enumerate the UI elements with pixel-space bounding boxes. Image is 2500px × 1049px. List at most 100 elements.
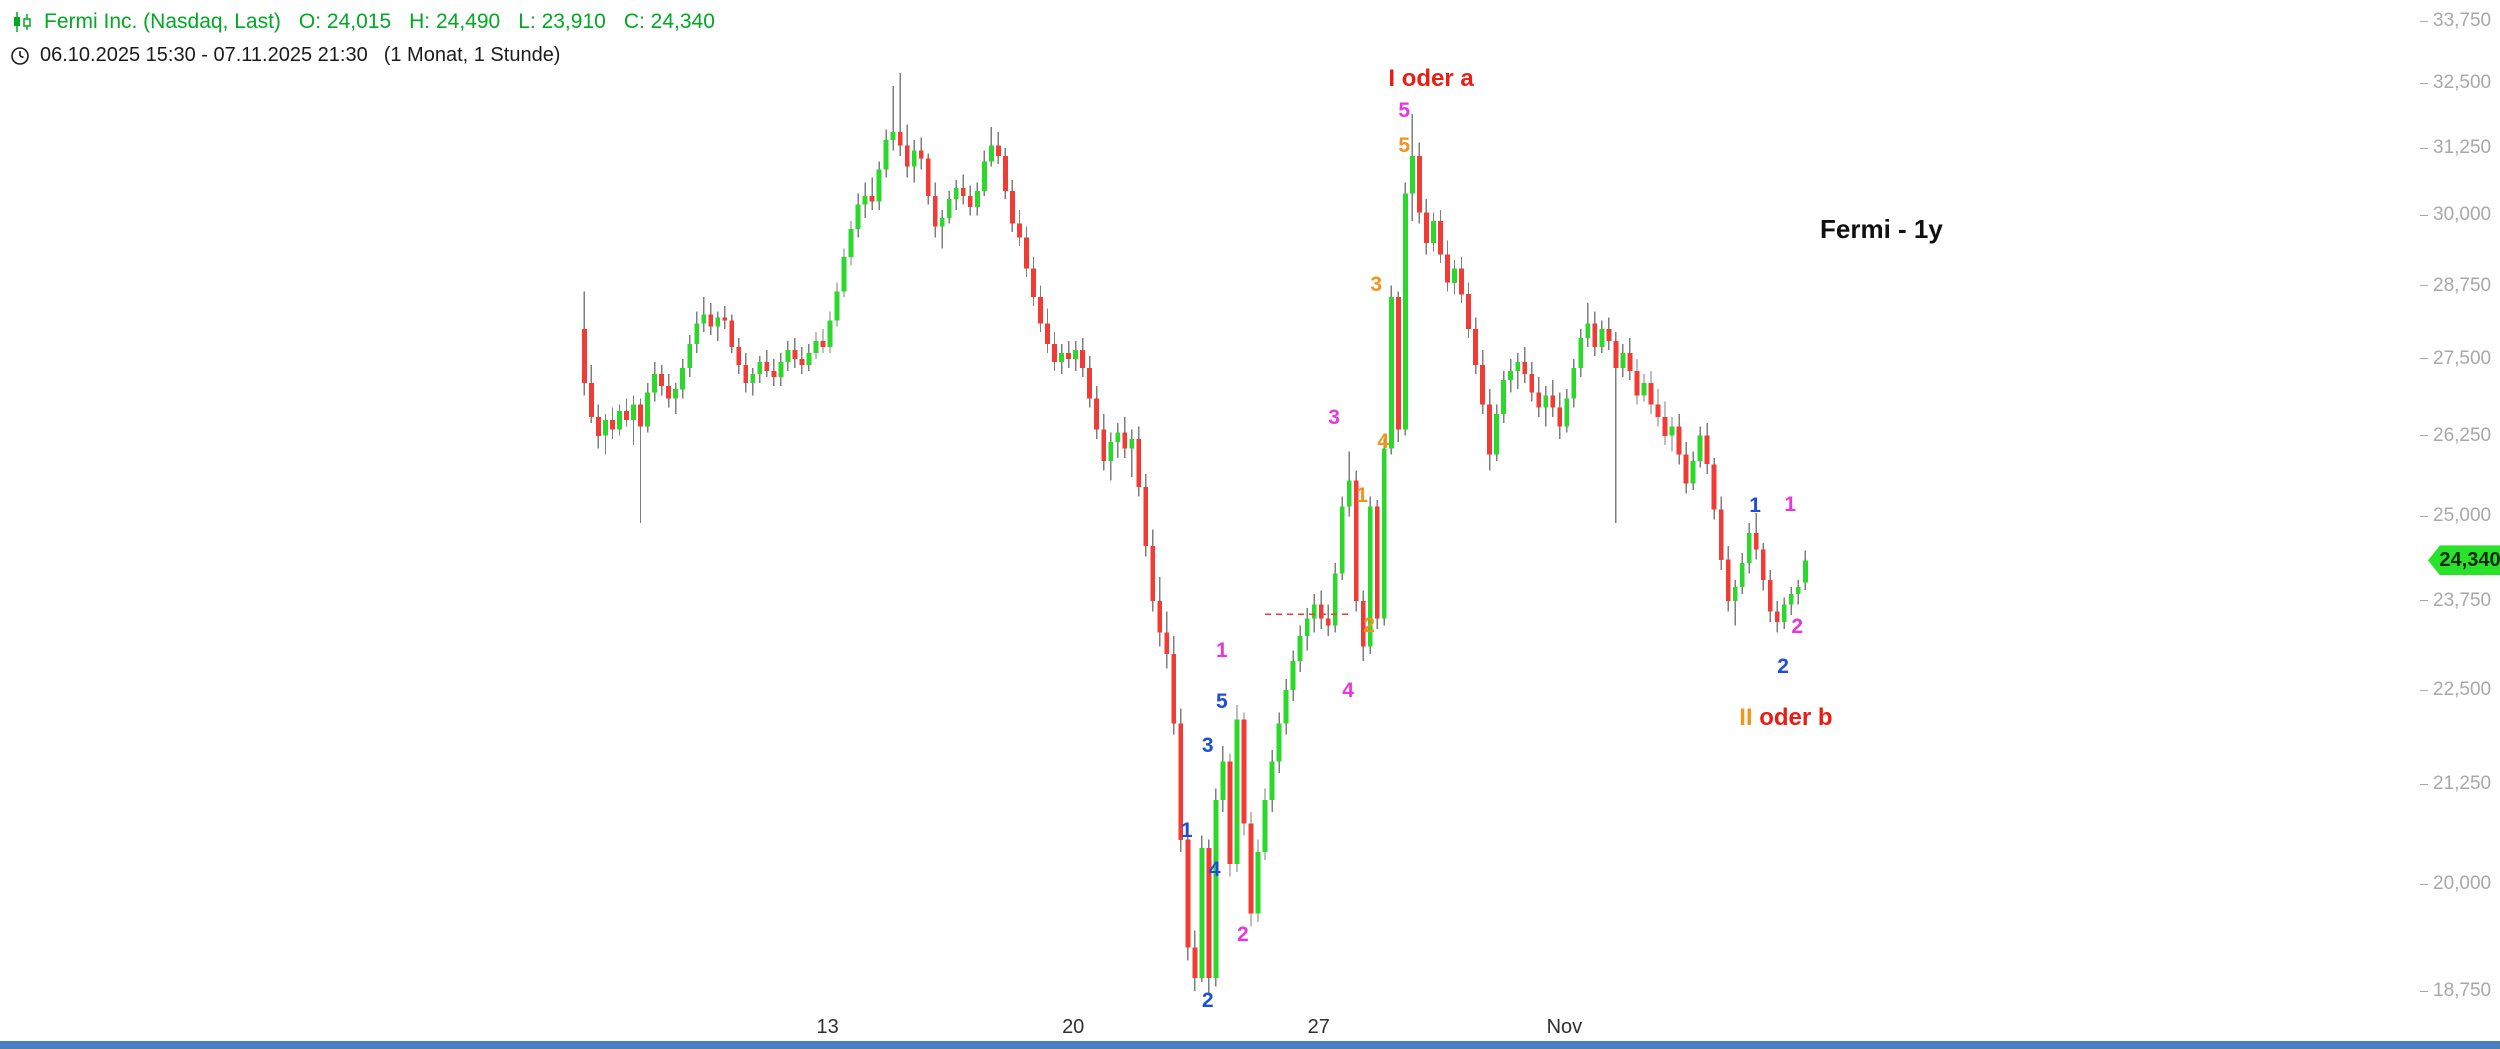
candle bbox=[1739, 553, 1745, 594]
candle-body bbox=[1739, 563, 1745, 587]
candle-body bbox=[1803, 560, 1808, 583]
candle bbox=[1157, 576, 1163, 647]
candle-body bbox=[624, 410, 629, 421]
candle bbox=[1767, 569, 1773, 622]
candle bbox=[1410, 114, 1415, 221]
candle bbox=[883, 129, 889, 178]
price-tick-label: 27,500 bbox=[2433, 347, 2492, 369]
candle-body bbox=[869, 196, 875, 202]
candle-body bbox=[1304, 618, 1310, 636]
candle bbox=[820, 329, 826, 353]
candle bbox=[1192, 930, 1198, 991]
candle bbox=[1620, 344, 1626, 378]
candle bbox=[1795, 580, 1801, 605]
candle bbox=[687, 335, 693, 378]
candle-body bbox=[996, 145, 1001, 156]
candle-body bbox=[1080, 350, 1085, 368]
candle bbox=[1564, 389, 1570, 433]
candle bbox=[1024, 226, 1029, 277]
candle bbox=[764, 350, 770, 378]
candle-body bbox=[1438, 220, 1443, 255]
candle-body bbox=[1297, 636, 1303, 661]
candle-body bbox=[1031, 268, 1036, 298]
candle-body bbox=[897, 132, 903, 146]
candle bbox=[1585, 302, 1591, 347]
candle bbox=[1220, 746, 1226, 812]
candle bbox=[1704, 423, 1710, 474]
candle-body bbox=[1403, 193, 1408, 430]
candle bbox=[1445, 240, 1450, 292]
candle bbox=[890, 85, 896, 151]
candle bbox=[1501, 371, 1506, 424]
price-tick-label: 30,000 bbox=[2433, 204, 2492, 226]
candle bbox=[1143, 473, 1149, 557]
candle-body bbox=[1606, 329, 1612, 341]
price-tick: 20,000 bbox=[2420, 873, 2491, 895]
candle-body bbox=[610, 420, 615, 430]
candle-body bbox=[1325, 618, 1331, 626]
candle-body bbox=[596, 417, 601, 436]
candle-body bbox=[1087, 368, 1092, 399]
tick-mark bbox=[2420, 435, 2428, 437]
candle-body bbox=[1669, 426, 1675, 436]
candle-body bbox=[1592, 323, 1598, 347]
candle-body bbox=[1732, 587, 1738, 601]
candle bbox=[743, 353, 749, 393]
candle-body bbox=[1445, 254, 1450, 283]
candle-body bbox=[1599, 329, 1605, 347]
candle bbox=[1753, 513, 1759, 560]
candle-body bbox=[1774, 611, 1780, 622]
candle-body bbox=[1564, 398, 1570, 427]
candle-body bbox=[757, 362, 763, 375]
candlestick-icon bbox=[10, 10, 34, 34]
candle-body bbox=[1494, 413, 1499, 455]
scrollbar-thumb[interactable] bbox=[0, 1041, 2500, 1049]
candle-body bbox=[603, 420, 608, 436]
price-tick-label: 18,750 bbox=[2433, 980, 2492, 1001]
candle bbox=[1557, 392, 1563, 439]
candle bbox=[1508, 359, 1513, 393]
candle-body bbox=[1171, 653, 1177, 724]
candle bbox=[1108, 432, 1114, 481]
candle bbox=[1529, 362, 1535, 402]
candle bbox=[1346, 451, 1352, 517]
candle bbox=[1718, 496, 1724, 570]
range-header: 06.10.2025 15:30 - 07.11.2025 21:30 (1 M… bbox=[10, 44, 560, 67]
candle bbox=[1788, 587, 1794, 615]
candle-body bbox=[1536, 392, 1542, 408]
candle bbox=[1655, 389, 1661, 427]
candle-body bbox=[617, 410, 622, 430]
candle bbox=[1634, 359, 1640, 405]
candle-body bbox=[666, 386, 671, 399]
horizontal-scrollbar[interactable] bbox=[0, 1041, 2500, 1049]
price-tick: 27,500 bbox=[2420, 348, 2491, 370]
candle-body bbox=[911, 150, 917, 167]
candle bbox=[1374, 499, 1380, 629]
candle-body bbox=[1108, 442, 1114, 461]
candle bbox=[1073, 341, 1078, 371]
candle-body bbox=[750, 374, 756, 384]
ohlc-high: H: 24,490 bbox=[409, 10, 501, 33]
candle bbox=[1087, 356, 1092, 408]
price-tick: 18,750 bbox=[2420, 980, 2491, 1002]
price-tick-label: 33,750 bbox=[2433, 10, 2492, 31]
candle-body bbox=[1164, 632, 1170, 654]
time-axis[interactable]: 13 20 27 Nov bbox=[0, 1016, 2420, 1042]
tick-mark bbox=[2420, 214, 2428, 216]
candle-body bbox=[589, 383, 594, 417]
candle bbox=[1774, 600, 1780, 633]
candle bbox=[1332, 563, 1338, 633]
price-tick: 23,750 bbox=[2420, 590, 2491, 612]
candle-body bbox=[1038, 297, 1043, 324]
candle bbox=[1550, 380, 1556, 417]
candle-body bbox=[918, 150, 924, 159]
candle-body bbox=[1178, 723, 1184, 840]
candle-body bbox=[982, 161, 987, 191]
candle-body bbox=[1655, 404, 1661, 417]
candle bbox=[624, 398, 629, 427]
candle bbox=[911, 140, 917, 183]
candle-body bbox=[785, 350, 791, 362]
time-tick-label: Nov bbox=[1546, 1016, 1583, 1038]
price-axis[interactable]: 33,750 32,500 31,250 30,000 28,750 27,500 26,2… bbox=[2420, 0, 2500, 1049]
